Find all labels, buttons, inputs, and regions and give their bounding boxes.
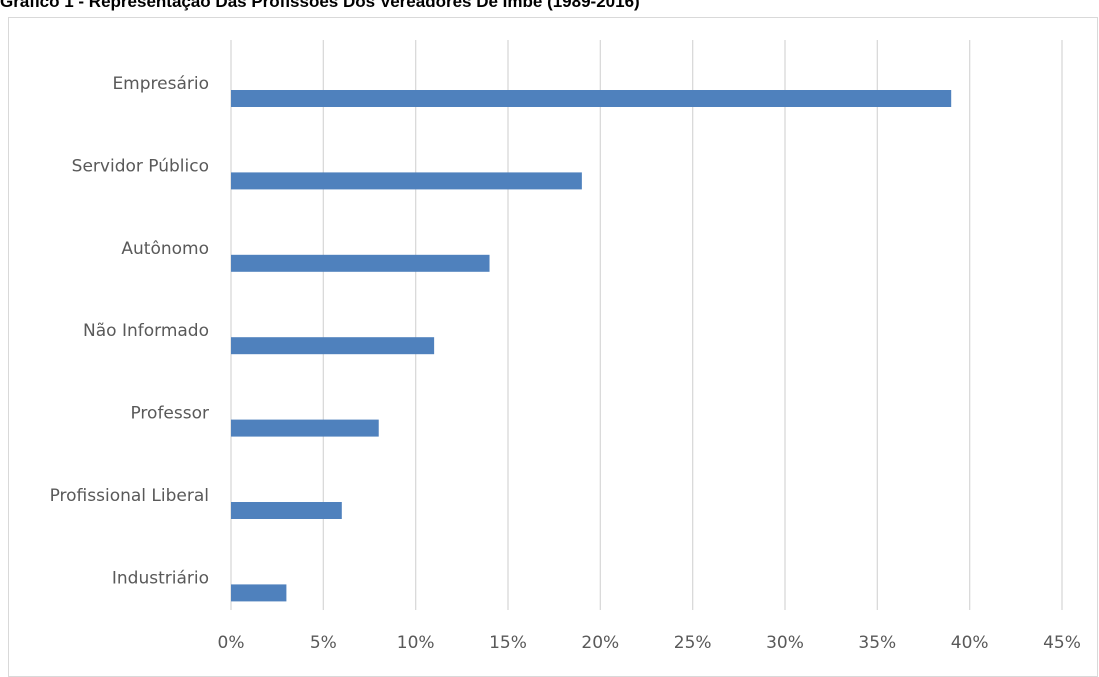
x-tick-label: 0% <box>218 633 245 653</box>
x-tick-label: 20% <box>581 633 619 653</box>
bars <box>231 90 952 602</box>
x-tick-label: 45% <box>1043 633 1081 653</box>
bar-chart: Empresário Servidor Público Autônomo Não In… <box>50 40 1081 653</box>
category-label: Profissional Liberal <box>50 486 209 506</box>
category-labels: Empresário Servidor Público Autônomo Não In… <box>50 74 209 588</box>
chart-title: Gráfico 1 - Representação Das Profissões… <box>0 0 640 11</box>
category-label: Servidor Público <box>72 156 209 176</box>
category-label: Não Informado <box>83 321 209 341</box>
bar <box>231 419 379 437</box>
bar <box>231 584 287 602</box>
bar <box>231 172 582 190</box>
bar <box>231 90 952 107</box>
category-label: Professor <box>130 404 209 424</box>
bar <box>231 254 490 272</box>
bar <box>231 502 342 519</box>
x-axis-ticks: 0% 5% 10% 15% 20% 25% 30% 35% 40% 45% <box>218 633 1081 653</box>
bar <box>231 337 435 355</box>
category-label: Industriário <box>112 568 209 588</box>
x-tick-label: 25% <box>674 633 712 653</box>
category-label: Autônomo <box>121 239 209 259</box>
x-tick-label: 15% <box>489 633 527 653</box>
x-tick-label: 5% <box>310 633 337 653</box>
category-label: Empresário <box>112 74 209 94</box>
x-tick-label: 35% <box>858 633 896 653</box>
x-tick-label: 40% <box>951 633 989 653</box>
x-tick-label: 30% <box>766 633 804 653</box>
gridlines <box>230 40 1063 610</box>
x-tick-label: 10% <box>397 633 435 653</box>
